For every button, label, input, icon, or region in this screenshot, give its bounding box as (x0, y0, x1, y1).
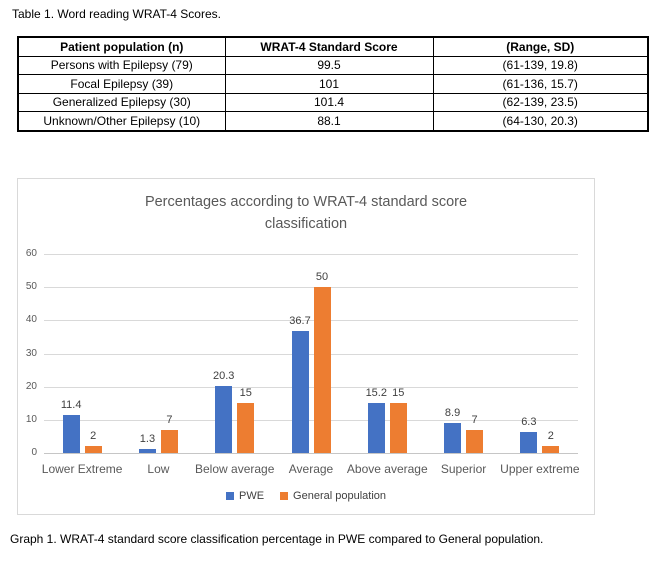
table-header-standard-score: WRAT-4 Standard Score (224, 36, 434, 57)
bar-value-general-population-below-average: 15 (239, 387, 252, 400)
x-axis-label-below-average: Below average (195, 462, 275, 476)
table-cell: 88.1 (224, 111, 434, 131)
legend-swatch-pwe (225, 492, 234, 500)
x-axis-label-lower-extreme: Lower Extreme (41, 462, 123, 476)
table-row: Generalized Epilepsy (30) 101.4 (62-139,… (17, 92, 649, 112)
legend-label-pwe: PWE (238, 490, 265, 502)
gridline-10 (44, 419, 578, 421)
x-axis-label-low: Low (147, 462, 170, 476)
table-cell: (62-139, 23.5) (432, 92, 649, 112)
bar-value-pwe-superior: 8.9 (444, 407, 461, 420)
table-header-row: Patient population (n) WRAT-4 Standard S… (17, 36, 649, 57)
bar-value-general-population-low: 7 (166, 413, 173, 426)
x-axis-label-upper-extreme: Upper extreme (500, 462, 580, 476)
table-header-range-sd: (Range, SD) (432, 36, 649, 57)
table-cell: 99.5 (224, 55, 434, 75)
gridline-0 (44, 453, 578, 454)
bar-value-pwe-average: 36.7 (289, 315, 311, 328)
bar-chart: Percentages according to WRAT-4 standard… (17, 178, 595, 515)
table-cell: Focal Epilepsy (39) (17, 74, 226, 94)
y-tick-label-10: 10 (25, 413, 37, 425)
bar-value-pwe-upper-extreme: 6.3 (521, 416, 537, 429)
bar-pwe-upper-extreme (520, 432, 538, 453)
table-header-patient-population: Patient population (n) (17, 36, 226, 57)
table-row: Focal Epilepsy (39) 101 (61-136, 15.7) (17, 74, 649, 94)
gridline-30 (44, 353, 578, 355)
table-cell: 101.4 (224, 92, 434, 112)
gridline-50 (44, 287, 578, 289)
bar-value-pwe-low: 1.3 (139, 432, 156, 445)
y-tick-label-20: 20 (25, 380, 37, 392)
x-axis-label-average: Average (288, 462, 334, 476)
bar-value-general-population-superior: 7 (471, 413, 478, 426)
bar-general-population-average (313, 287, 331, 453)
table-cell: Unknown/Other Epilepsy (10) (17, 111, 226, 131)
bar-general-population-superior (466, 429, 484, 453)
bar-pwe-superior (444, 423, 462, 453)
legend-item-general-population: General population (280, 490, 386, 502)
bar-general-population-below-average (237, 403, 255, 453)
table-cell: (61-136, 15.7) (432, 74, 649, 94)
x-axis-label-superior: Superior (440, 462, 487, 476)
table-cell: (64-130, 20.3) (432, 111, 649, 131)
bar-general-population-upper-extreme (542, 446, 560, 453)
x-axis-label-above-average: Above average (346, 462, 428, 476)
table-cell: 101 (224, 74, 434, 94)
table-cell: (61-139, 19.8) (432, 55, 649, 75)
bar-pwe-lower-extreme (62, 415, 80, 453)
wrat4-scores-table: Patient population (n) WRAT-4 Standard S… (17, 36, 649, 132)
y-tick-label-40: 40 (25, 314, 37, 326)
legend-item-pwe: PWE (225, 490, 265, 502)
y-tick-label-0: 0 (31, 447, 37, 458)
y-tick-label-50: 50 (25, 281, 37, 293)
gridline-60 (44, 254, 578, 255)
legend-label-general-population: General population (293, 490, 387, 502)
bar-pwe-low (138, 448, 156, 453)
bar-value-general-population-average: 50 (315, 271, 329, 284)
gridline-20 (44, 386, 578, 388)
table-row: Persons with Epilepsy (79) 99.5 (61-139,… (17, 55, 649, 75)
y-tick-label-30: 30 (25, 347, 37, 359)
bar-value-general-population-above-average: 15 (392, 387, 405, 400)
bar-value-general-population-lower-extreme: 2 (90, 430, 97, 443)
graph-caption: Graph 1. WRAT-4 standard score classific… (10, 532, 544, 546)
bar-pwe-average (291, 331, 309, 453)
table-row: Unknown/Other Epilepsy (10) 88.1 (64-130… (17, 111, 649, 131)
chart-title: Percentages according to WRAT-4 standard… (144, 194, 468, 232)
bar-pwe-above-average (367, 402, 385, 453)
bar-pwe-below-average (215, 385, 233, 453)
bar-value-pwe-below-average: 20.3 (212, 369, 235, 382)
table-cell: Generalized Epilepsy (30) (17, 92, 226, 112)
table-caption: Table 1. Word reading WRAT-4 Scores. (12, 7, 221, 21)
bar-general-population-above-average (389, 403, 407, 453)
y-tick-label-60: 60 (25, 248, 37, 259)
bar-general-population-lower-extreme (84, 446, 102, 453)
gridline-40 (44, 320, 578, 322)
bar-value-pwe-above-average: 15.2 (365, 386, 387, 399)
bar-value-pwe-lower-extreme: 11.4 (60, 399, 82, 412)
table-cell: Persons with Epilepsy (79) (17, 55, 226, 75)
chart-legend: PWE General population (18, 489, 594, 503)
legend-swatch-general-population (280, 492, 289, 500)
bar-value-general-population-upper-extreme: 2 (547, 430, 554, 443)
bar-general-population-low (160, 429, 178, 453)
